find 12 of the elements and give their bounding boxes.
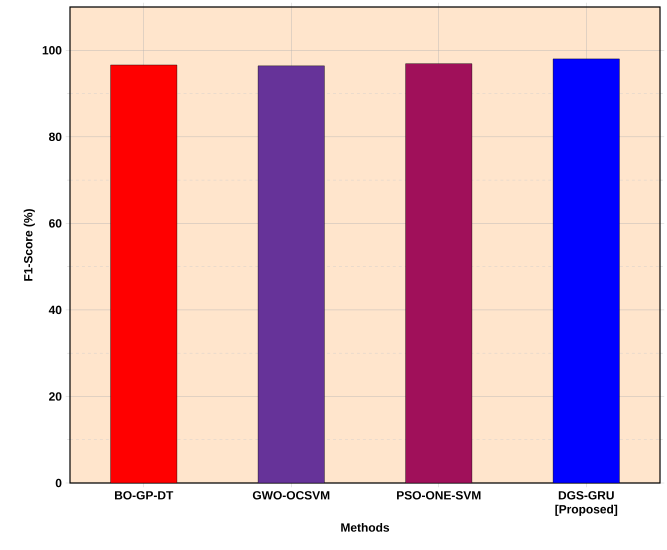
y-axis-title: F1-Score (%) (24, 209, 35, 281)
x-tick-label: DGS-GRU [Proposed] (555, 491, 618, 516)
y-tick-label: 40 (48, 306, 62, 314)
x-axis-title: Methods (341, 522, 390, 532)
y-tick-label: 60 (49, 219, 62, 228)
y-tick-label: 100 (42, 46, 62, 54)
y-tick-label: 80 (49, 132, 62, 142)
x-tick-label: GWO-OCSVM (252, 491, 330, 500)
x-tick-label: PSO-ONE-SVM (397, 491, 480, 500)
y-tick-label: 0 (56, 478, 62, 488)
x-tick-label: BO-GP-DT (114, 491, 174, 500)
y-tick-label: 20 (49, 392, 62, 401)
